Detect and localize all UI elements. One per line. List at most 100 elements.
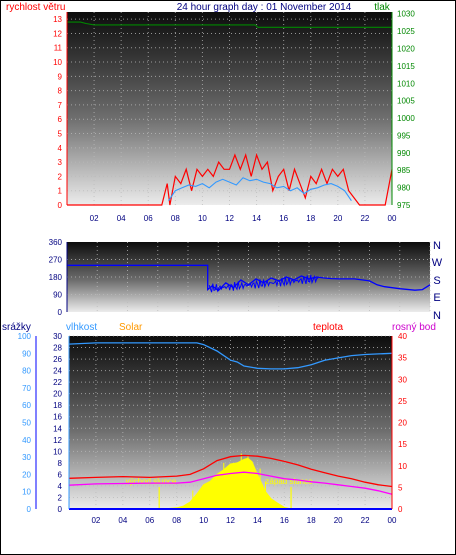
right-tick-label: 1015 xyxy=(397,62,415,71)
rain-tick-label: 20 xyxy=(22,470,31,479)
rain-tick-label: 50 xyxy=(22,419,31,428)
humidity-tick-label: 20 xyxy=(53,390,62,399)
x-tick-label: 12 xyxy=(226,516,235,525)
left-tick-label: 4 xyxy=(58,144,63,153)
right-tick-label: 985 xyxy=(397,166,411,175)
x-tick-label: 18 xyxy=(306,214,315,223)
right-tick-label: 1010 xyxy=(397,79,415,88)
rain-tick-label: 40 xyxy=(22,436,31,445)
right-tick-label: 975 xyxy=(397,201,411,210)
left-tick-label: 6 xyxy=(58,115,63,124)
left-tick-label: 7 xyxy=(58,101,63,110)
compass-label: S xyxy=(433,275,440,287)
left-tick-label: 5 xyxy=(58,130,63,139)
left-tick-label: 180 xyxy=(49,273,63,282)
temperature-tick-label: 20 xyxy=(398,419,407,428)
left-tick-label: 12 xyxy=(53,29,62,38)
humidity-tick-label: 30 xyxy=(53,332,62,341)
left-tick-label: 90 xyxy=(53,291,62,300)
temp-humidity-panel: východ slunce západ slunce010203040506070… xyxy=(2,322,436,525)
solar-axis-title: Solar xyxy=(119,322,143,333)
series-line xyxy=(168,177,352,202)
humidity-tick-label: 12 xyxy=(53,436,62,445)
temperature-tick-label: 40 xyxy=(398,332,407,341)
left-tick-label: 1 xyxy=(58,187,63,196)
rain-tick-label: 100 xyxy=(18,332,32,341)
x-tick-label: 08 xyxy=(171,214,180,223)
x-tick-label: 20 xyxy=(334,516,343,525)
temperature-axis-title: teplota xyxy=(313,322,343,333)
humidity-axis-title: vlhkost xyxy=(66,322,97,333)
solar-area xyxy=(163,457,292,510)
x-tick-label: 22 xyxy=(361,516,370,525)
x-tick-label: 22 xyxy=(360,214,369,223)
right-tick-label: 995 xyxy=(397,131,411,140)
humidity-tick-label: 0 xyxy=(58,505,63,514)
x-tick-label: 02 xyxy=(91,516,100,525)
humidity-tick-label: 18 xyxy=(53,401,62,410)
humidity-tick-label: 14 xyxy=(53,424,62,433)
rain-tick-label: 90 xyxy=(22,349,31,358)
x-tick-label: 10 xyxy=(199,516,208,525)
left-tick-label: 13 xyxy=(53,15,62,24)
compass-label: E xyxy=(433,292,440,304)
x-tick-label: 18 xyxy=(307,516,316,525)
humidity-tick-label: 2 xyxy=(58,493,63,502)
temperature-tick-label: 10 xyxy=(398,462,407,471)
series-line xyxy=(68,454,393,488)
temperature-tick-label: 0 xyxy=(398,505,403,514)
sunrise-label: východ slunce xyxy=(126,477,177,486)
left-tick-label: 270 xyxy=(49,256,63,265)
x-tick-label: 12 xyxy=(225,214,234,223)
rain-tick-label: 10 xyxy=(22,488,31,497)
left-tick-label: 0 xyxy=(58,308,63,317)
x-tick-label: 04 xyxy=(118,516,127,525)
right-tick-label: 1020 xyxy=(397,45,415,54)
humidity-tick-label: 16 xyxy=(53,413,62,422)
humidity-tick-label: 26 xyxy=(53,355,62,364)
compass-label: W xyxy=(432,257,443,269)
series-line xyxy=(67,21,392,28)
x-tick-label: 02 xyxy=(90,214,99,223)
left-tick-label: 0 xyxy=(58,201,63,210)
rain-tick-label: 80 xyxy=(22,367,31,376)
rain-tick-label: 60 xyxy=(22,401,31,410)
right-tick-label: 990 xyxy=(397,149,411,158)
x-tick-label: 14 xyxy=(252,214,261,223)
temperature-tick-label: 30 xyxy=(398,375,407,384)
right-tick-label: 1005 xyxy=(397,97,415,106)
humidity-tick-label: 4 xyxy=(58,482,63,491)
x-tick-label: 04 xyxy=(117,214,126,223)
right-tick-label: 1025 xyxy=(397,27,415,36)
x-tick-label: 08 xyxy=(172,516,181,525)
x-tick-label: 06 xyxy=(145,516,154,525)
wind-pressure-panel: 0123456789101112139759809859909951000100… xyxy=(6,2,415,223)
humidity-tick-label: 8 xyxy=(58,459,63,468)
temperature-tick-label: 25 xyxy=(398,397,407,406)
compass-label: N xyxy=(433,310,441,322)
humidity-tick-label: 22 xyxy=(53,378,62,387)
rain-axis-title: srážky xyxy=(2,322,31,333)
x-tick-label: 06 xyxy=(144,214,153,223)
series-line xyxy=(68,342,393,370)
x-tick-label: 00 xyxy=(388,516,397,525)
right-tick-label: 1030 xyxy=(397,10,415,19)
chart-title: 24 hour graph day : 01 November 2014 xyxy=(177,2,352,13)
temperature-tick-label: 5 xyxy=(398,483,403,492)
dewpoint-axis-title: rosný bod xyxy=(392,322,436,333)
left-tick-label: 2 xyxy=(58,172,63,181)
left-tick-label: 10 xyxy=(53,58,62,67)
humidity-tick-label: 28 xyxy=(53,344,62,353)
series-line xyxy=(68,471,393,495)
x-tick-label: 20 xyxy=(333,214,342,223)
temperature-tick-label: 15 xyxy=(398,440,407,449)
series-line xyxy=(67,264,431,292)
left-axis-title: rychlost větru xyxy=(6,2,65,13)
rain-tick-label: 30 xyxy=(22,453,31,462)
left-tick-label: 11 xyxy=(54,44,63,53)
right-tick-label: 1000 xyxy=(397,114,415,123)
rain-tick-label: 70 xyxy=(22,384,31,393)
temperature-tick-label: 35 xyxy=(398,354,407,363)
x-tick-label: 14 xyxy=(253,516,262,525)
